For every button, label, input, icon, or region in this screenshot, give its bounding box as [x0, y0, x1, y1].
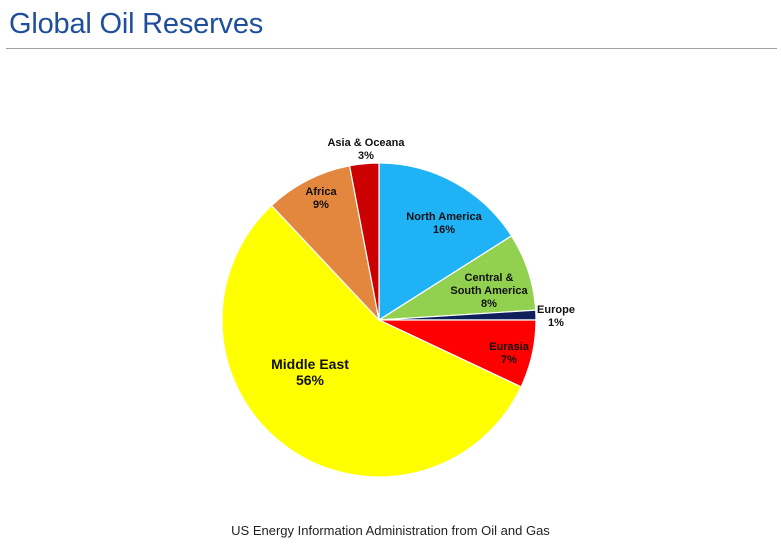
slice-value-label: 16% [433, 224, 455, 236]
slice-label-central-and-south-america: Central & South America 8% [450, 272, 528, 310]
pie-labels: North America 16% Central & South America 8%… [271, 137, 575, 388]
slice-label-middle-east: Middle East 56% [271, 356, 349, 388]
slice-label-asia-and-oceana: Asia & Oceana 3% [327, 137, 405, 162]
slice-label-eurasia: Eurasia 7% [489, 341, 530, 366]
slice-value-label: 8% [481, 298, 497, 310]
pie-chart: North America 16% Central & South America 8%… [221, 137, 575, 478]
slice-name-label: Middle East [271, 356, 349, 372]
slice-africa [270, 165, 380, 322]
slice-label-africa: Africa 9% [305, 186, 337, 211]
slice-name-label: Europe [537, 304, 575, 316]
page-title: Global Oil Reserves [9, 8, 264, 40]
slice-name-label: Central & [465, 272, 514, 284]
slice-name-label: Asia & Oceana [327, 137, 405, 149]
slice-name-label: North America [406, 211, 482, 223]
slice-value-label: 1% [548, 317, 564, 329]
slice-name-label: South America [450, 285, 528, 297]
title-divider [6, 48, 777, 49]
slice-value-label: 56% [296, 372, 325, 388]
slice-value-label: 9% [313, 199, 329, 211]
slice-value-label: 3% [358, 150, 374, 162]
slice-north-america [378, 162, 513, 322]
slice-label-europe: Europe 1% [537, 304, 575, 329]
slice-name-label: Eurasia [489, 341, 530, 353]
slice-asia-and-oceana [348, 162, 380, 321]
slice-name-label: Africa [305, 186, 337, 198]
slice-value-label: 7% [501, 354, 517, 366]
slice-label-north-america: North America 16% [406, 211, 482, 236]
pie-slices [221, 162, 537, 478]
slice-middle-east [221, 204, 522, 478]
source-caption: US Energy Information Administration fro… [231, 523, 550, 538]
